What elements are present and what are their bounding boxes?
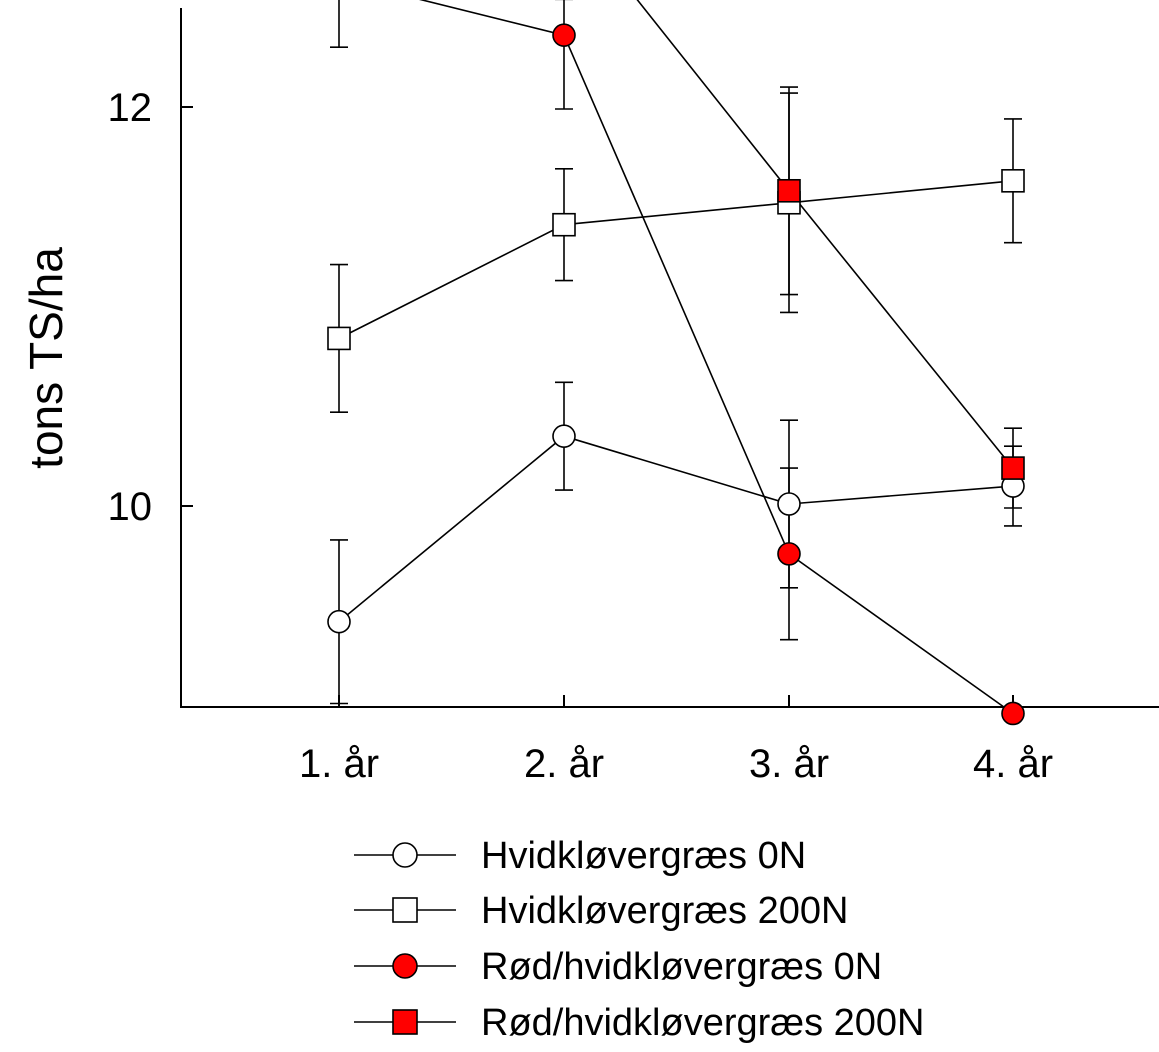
data-point bbox=[777, 178, 801, 203]
x-tick-label: 3. år bbox=[749, 742, 829, 786]
x-tick-label: 1. år bbox=[299, 742, 379, 786]
legend-item-hvidkl-vergr-s-0n: Hvidkløvergræs 0N bbox=[354, 835, 806, 877]
data-point bbox=[1001, 169, 1025, 193]
series-line-r-d-hvidkl-vergr-s-0n bbox=[419, 0, 1014, 715]
data-point bbox=[552, 424, 576, 448]
series-points-hvidkl-vergr-s-200n bbox=[327, 169, 1025, 351]
data-point bbox=[1001, 701, 1025, 726]
legend-marker bbox=[392, 897, 418, 923]
x-ticks: 1. år 2. år 3. år 4. år bbox=[299, 695, 1053, 786]
series-points-r-d-hvidkl-vergr-s-0n bbox=[552, 23, 1025, 726]
series-points-hvidkl-vergr-s-0n bbox=[327, 424, 1025, 634]
y-tick-label: 12 bbox=[108, 86, 153, 130]
series-line-hvidkl-vergr-s-200n bbox=[338, 180, 1014, 340]
legend-label: Hvidkløvergræs 200N bbox=[481, 890, 848, 932]
series-layer bbox=[327, 0, 1025, 726]
error-bars-r-d-hvidkl-vergr-s-0n bbox=[330, 0, 798, 641]
legend-item-hvidkl-vergr-s-200n: Hvidkløvergræs 200N bbox=[354, 890, 848, 932]
x-tick-label: 4. år bbox=[973, 742, 1053, 786]
legend-item-r-d-hvidkl-vergr-s-0n: Rød/hvidkløvergræs 0N bbox=[354, 946, 882, 988]
data-point bbox=[327, 609, 351, 634]
data-point bbox=[1001, 456, 1025, 480]
data-point bbox=[327, 326, 351, 351]
legend-label: Rød/hvidkløvergræs 200N bbox=[481, 1002, 924, 1044]
legend-marker bbox=[392, 953, 418, 979]
y-tick-label: 10 bbox=[108, 485, 153, 529]
legend-marker bbox=[392, 1009, 418, 1035]
data-point bbox=[552, 212, 576, 237]
y-axis-title: tons TS/ha bbox=[20, 247, 72, 469]
series-line-hvidkl-vergr-s-0n bbox=[338, 435, 1014, 623]
data-point bbox=[777, 542, 801, 566]
error-bars-hvidkl-vergr-s-200n bbox=[330, 92, 1022, 414]
legend-label: Rød/hvidkløvergræs 0N bbox=[481, 946, 882, 988]
data-point bbox=[777, 492, 801, 516]
legend-item-r-d-hvidkl-vergr-s-200n: Rød/hvidkløvergræs 200N bbox=[354, 1002, 924, 1044]
error-bars-r-d-hvidkl-vergr-s-200n bbox=[555, 0, 1022, 509]
x-tick-label: 2. år bbox=[524, 742, 604, 786]
axes bbox=[180, 8, 1159, 708]
data-point bbox=[552, 23, 576, 47]
legend-label: Hvidkløvergræs 0N bbox=[481, 835, 806, 877]
series-line-r-d-hvidkl-vergr-s-200n bbox=[636, 0, 1014, 469]
series-points-r-d-hvidkl-vergr-s-200n bbox=[777, 178, 1025, 480]
legend-marker bbox=[392, 842, 418, 868]
y-ticks: 101214 bbox=[108, 86, 193, 529]
legend: Hvidkløvergræs 0N Hvidkløvergræs 200N Rød/… bbox=[354, 835, 924, 1044]
